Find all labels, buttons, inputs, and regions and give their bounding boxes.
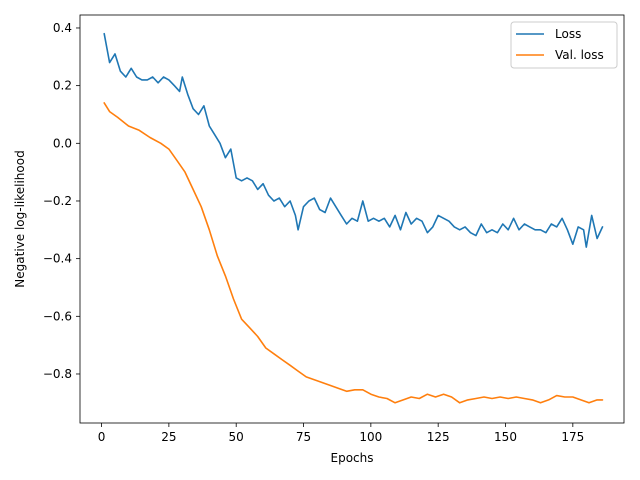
x-tick-label: 125 (427, 430, 450, 444)
x-axis-label: Epochs (331, 451, 374, 465)
x-tick-label: 75 (296, 430, 311, 444)
legend: Loss Val. loss (510, 21, 618, 69)
plot-area-frame (79, 14, 625, 424)
x-tick-label: 100 (359, 430, 382, 444)
legend-label-val-loss: Val. loss (555, 48, 604, 62)
series-line-val-loss (103, 102, 604, 404)
x-tick-label: 150 (494, 430, 517, 444)
y-tick-label: −0.6 (43, 309, 72, 323)
y-tick-label: 0.0 (53, 136, 72, 150)
x-tick-label: 25 (161, 430, 176, 444)
x-tick-label: 50 (229, 430, 244, 444)
y-axis: −0.8 −0.6 −0.4 −0.2 0.0 0.2 0.4 (43, 21, 80, 381)
y-tick-label: 0.4 (53, 21, 72, 35)
y-tick-label: −0.2 (43, 194, 72, 208)
y-tick-label: −0.4 (43, 252, 72, 266)
legend-label-loss: Loss (555, 27, 581, 41)
y-tick-label: −0.8 (43, 367, 72, 381)
series-layer (103, 32, 604, 404)
series-line-loss (103, 32, 604, 248)
y-axis-label: Negative log-likelihood (13, 150, 27, 287)
x-tick-label: 175 (561, 430, 584, 444)
x-tick-label: 0 (98, 430, 106, 444)
x-axis: 0 25 50 75 100 125 150 175 (98, 423, 584, 444)
y-tick-label: 0.2 (53, 79, 72, 93)
